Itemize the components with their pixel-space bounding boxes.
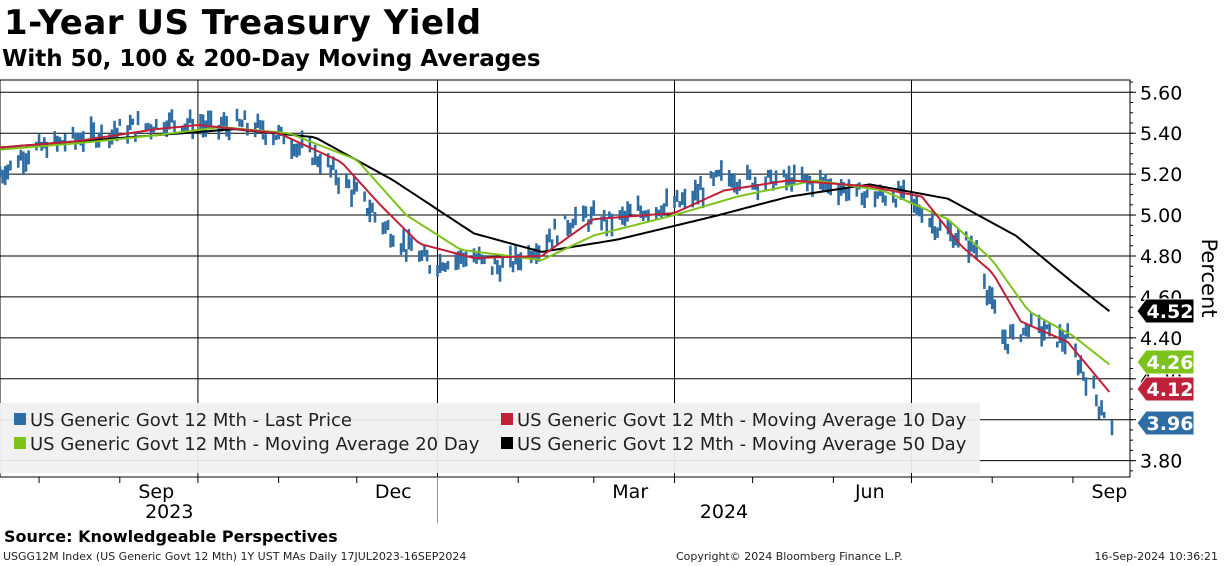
x-tick-label: Sep	[1091, 481, 1127, 503]
chart-title: 1-Year US Treasury Yield	[4, 3, 482, 43]
footer-timestamp: 16-Sep-2024 10:36:21	[1094, 550, 1218, 563]
y-tick-label: 5.60	[1140, 82, 1182, 104]
y-tick-label: 5.00	[1140, 205, 1182, 227]
y-tick-label: 5.20	[1140, 164, 1182, 186]
legend-swatch	[501, 437, 513, 449]
footer-index-info: USGG12M Index (US Generic Govt 12 Mth) 1…	[3, 550, 467, 563]
x-tick-label: Sep	[138, 481, 174, 503]
x-year-label: 2024	[700, 501, 748, 523]
chart-subtitle: With 50, 100 & 200-Day Moving Averages	[2, 46, 541, 72]
ma-line-2	[0, 126, 1111, 366]
y-axis-label: Percent	[1197, 238, 1221, 317]
last-value-label: 4.52	[1147, 301, 1194, 323]
y-tick-label: 4.80	[1140, 246, 1182, 268]
x-year-label: 2023	[145, 501, 193, 523]
legend-swatch	[14, 437, 26, 449]
last-value-badge	[1136, 349, 1195, 375]
legend-label: US Generic Govt 12 Mth - Moving Average …	[517, 410, 967, 431]
moving-average-lines	[0, 123, 1111, 393]
legend-label: US Generic Govt 12 Mth - Moving Average …	[517, 434, 967, 455]
last-value-badge	[1136, 376, 1195, 402]
y-tick-label: 4.40	[1140, 328, 1182, 350]
legend-label: US Generic Govt 12 Mth - Moving Average …	[30, 434, 480, 455]
x-tick-label: Mar	[612, 481, 648, 503]
last-value-badges: 4.52 4.26 4.12 3.96	[1136, 298, 1195, 436]
legend-box	[0, 403, 980, 473]
ma-line-1	[0, 123, 1111, 393]
y-tick-label: 3.80	[1140, 451, 1182, 473]
legend-swatch	[14, 413, 26, 425]
legend-swatch	[501, 413, 513, 425]
x-tick-label: Jun	[854, 481, 885, 503]
legend-label: US Generic Govt 12 Mth - Last Price	[30, 410, 352, 431]
last-value-label: 3.96	[1147, 413, 1194, 435]
source-note: Source: Knowledgeable Perspectives	[4, 527, 338, 546]
x-tick-label: Dec	[375, 481, 412, 503]
last-value-label: 4.12	[1147, 379, 1194, 401]
y-tick-label: 5.40	[1140, 123, 1182, 145]
last-value-label: 4.26	[1147, 352, 1194, 374]
chart-svg: 5.605.405.205.004.804.604.404.204.003.80…	[0, 79, 1221, 523]
last-value-badge	[1136, 298, 1195, 324]
last-value-badge	[1136, 410, 1195, 436]
footer-copyright: Copyright© 2024 Bloomberg Finance L.P.	[676, 550, 903, 563]
ma-line-3	[0, 128, 1111, 312]
legend: US Generic Govt 12 Mth - Last Price US Ge…	[0, 403, 980, 473]
